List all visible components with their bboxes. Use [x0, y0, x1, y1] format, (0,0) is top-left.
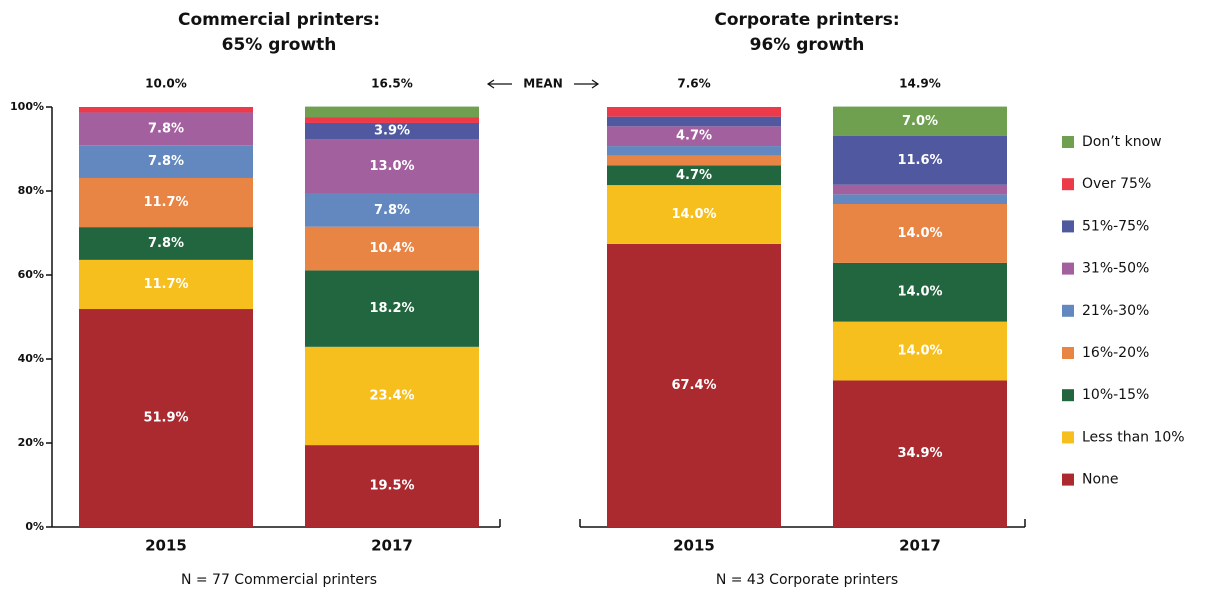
- data-label: 23.4%: [369, 388, 414, 403]
- bar-segment: [833, 204, 1007, 263]
- bar-segment: [607, 243, 781, 528]
- x-tick-label: 2017: [371, 537, 413, 555]
- bar-segment: [305, 193, 479, 227]
- mean-value: 7.6%: [677, 77, 710, 91]
- legend-label: 21%-30%: [1082, 303, 1149, 319]
- legend-swatch: [1062, 431, 1074, 444]
- chart-title: Commercial printers:: [178, 10, 380, 30]
- bar-segment: [79, 107, 253, 113]
- x-tick-label: 2015: [145, 537, 187, 555]
- bar-segment: [305, 226, 479, 271]
- bar-segment: [607, 146, 781, 156]
- legend-label: 31%-50%: [1082, 261, 1149, 277]
- chart-title: 96% growth: [750, 35, 865, 55]
- mean-value: 10.0%: [145, 77, 187, 91]
- legend-label: 16%-20%: [1082, 345, 1149, 361]
- bar-segment: [607, 126, 781, 147]
- legend-swatch: [1062, 389, 1074, 402]
- data-label: 4.7%: [676, 168, 712, 183]
- legend-swatch: [1062, 220, 1074, 233]
- y-tick-label: 20%: [18, 436, 44, 449]
- legend-swatch: [1062, 262, 1074, 275]
- chart-note: N = 43 Corporate printers: [716, 572, 898, 588]
- data-label: 7.8%: [148, 121, 184, 136]
- bar-segment: [79, 309, 253, 527]
- data-label: 14.0%: [897, 285, 942, 300]
- bar-segment: [833, 194, 1007, 205]
- mean-label: MEAN: [523, 77, 562, 91]
- data-label: 19.5%: [369, 479, 414, 494]
- data-label: 51.9%: [143, 411, 188, 426]
- bar-segment: [305, 139, 479, 194]
- bar-segment: [305, 117, 479, 123]
- arrow-head: [486, 79, 495, 89]
- x-tick-label: 2017: [899, 537, 941, 555]
- bar-segment: [833, 135, 1007, 185]
- data-label: 14.0%: [897, 344, 942, 359]
- y-tick-label: 40%: [18, 352, 44, 365]
- arrow-head: [591, 79, 600, 89]
- mean-value: 14.9%: [899, 77, 941, 91]
- y-tick-label: 100%: [10, 100, 44, 113]
- mean-annotation: MEAN: [486, 77, 600, 91]
- legend-swatch: [1062, 473, 1074, 486]
- legend-label: None: [1082, 472, 1119, 488]
- data-label: 11.7%: [143, 195, 188, 210]
- legend-label: Over 75%: [1082, 176, 1151, 192]
- x-tick-label: 2015: [673, 537, 715, 555]
- bar-segment: [833, 380, 1007, 527]
- bar-segment: [79, 112, 253, 146]
- legend-swatch: [1062, 136, 1074, 148]
- y-tick-label: 0%: [25, 520, 44, 533]
- bar-segment: [607, 107, 781, 117]
- bar-segment: [305, 346, 479, 446]
- data-label: 67.4%: [671, 378, 716, 393]
- data-label: 7.8%: [148, 154, 184, 169]
- legend-label: Less than 10%: [1082, 429, 1185, 445]
- bar-segment: [833, 184, 1007, 195]
- bar-segment: [833, 321, 1007, 381]
- bar-segment: [79, 227, 253, 260]
- chart-note: N = 77 Commercial printers: [181, 572, 377, 588]
- data-label: 18.2%: [369, 301, 414, 316]
- bar-segment: [607, 185, 781, 244]
- data-label: 7.8%: [374, 203, 410, 218]
- bar-segment: [833, 262, 1007, 322]
- y-tick-label: 60%: [18, 268, 44, 281]
- chart-title: Corporate printers:: [714, 10, 899, 30]
- legend-swatch: [1062, 304, 1074, 317]
- data-label: 14.0%: [897, 226, 942, 241]
- bar-segment: [607, 155, 781, 166]
- bar-segment: [305, 445, 479, 527]
- chart-title: 65% growth: [222, 35, 337, 55]
- bar-segment: [607, 165, 781, 186]
- bar-segment: [607, 116, 781, 127]
- data-label: 4.7%: [676, 129, 712, 144]
- bar-segment: [79, 177, 253, 228]
- bar-segment: [305, 106, 479, 118]
- data-label: 3.9%: [374, 124, 410, 139]
- bar-segment: [305, 270, 479, 347]
- legend-swatch: [1062, 347, 1074, 359]
- legend-swatch: [1062, 178, 1074, 191]
- bar-segment: [79, 145, 253, 178]
- data-label: 13.0%: [369, 159, 414, 174]
- data-label: 10.4%: [369, 241, 414, 256]
- data-label: 11.6%: [897, 153, 942, 168]
- legend-label: Don’t know: [1082, 134, 1162, 150]
- data-label: 11.7%: [143, 277, 188, 292]
- bar-segment: [833, 106, 1007, 136]
- y-tick-label: 80%: [18, 184, 44, 197]
- data-label: 14.0%: [671, 207, 716, 222]
- data-label: 7.0%: [902, 114, 938, 129]
- bar-segment: [305, 122, 479, 140]
- data-label: 7.8%: [148, 236, 184, 251]
- mean-value: 16.5%: [371, 77, 413, 91]
- legend-label: 51%-75%: [1082, 218, 1149, 234]
- legend-label: 10%-15%: [1082, 387, 1149, 403]
- bar-segment: [79, 259, 253, 310]
- data-label: 34.9%: [897, 446, 942, 461]
